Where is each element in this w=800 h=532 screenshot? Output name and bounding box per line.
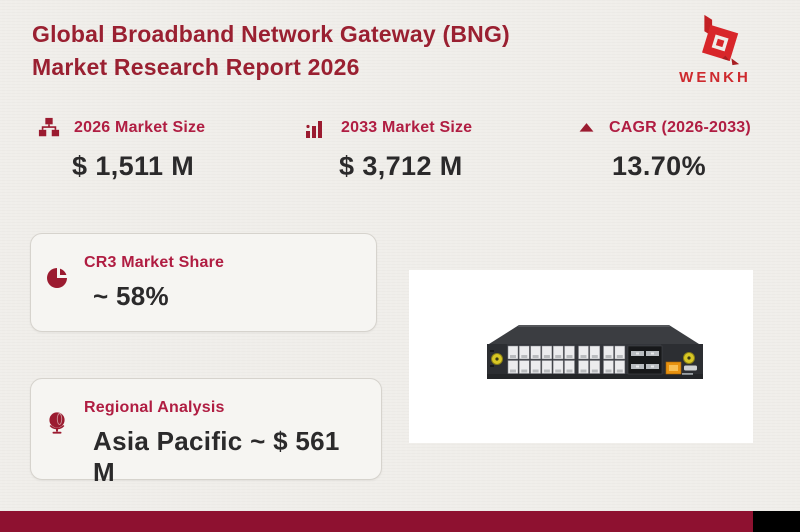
- stat-2026-market-size: 2026 Market Size $ 1,511 M: [38, 116, 205, 182]
- pie-chart-icon: [47, 268, 67, 288]
- brand-logo: WENKH: [660, 12, 770, 86]
- card-value: ~ 58%: [93, 281, 169, 311]
- page-title-line1: Global Broadband Network Gateway (BNG): [32, 21, 510, 47]
- card-label: Regional Analysis: [84, 399, 225, 416]
- footer-black-segment: [753, 511, 800, 532]
- card-value: Asia Pacific ~ $ 561 M: [93, 426, 340, 487]
- org-chart-icon: [38, 117, 60, 137]
- bar-chart-icon: [306, 121, 322, 138]
- regional-analysis-card: Regional Analysis Asia Pacific ~ $ 561 M: [30, 378, 382, 487]
- card-label: CR3 Market Share: [84, 254, 225, 271]
- brand-name: WENKH: [679, 69, 751, 86]
- footer-red-bar: [0, 511, 753, 532]
- page-title: Global Broadband Network Gateway (BNG) M…: [32, 18, 612, 84]
- stat-value: $ 3,712 M: [339, 151, 463, 181]
- bng-device-image: [487, 325, 703, 379]
- globe-icon: [49, 412, 65, 434]
- stat-cagr: CAGR (2026-2033) 13.70%: [578, 116, 751, 182]
- stat-label: 2026 Market Size: [74, 119, 206, 136]
- triangle-up-icon: [579, 122, 594, 132]
- stat-label: 2033 Market Size: [341, 119, 473, 136]
- stat-label: CAGR (2026-2033): [609, 119, 751, 136]
- stat-value: $ 1,511 M: [72, 151, 195, 181]
- stat-value: 13.70%: [612, 151, 706, 181]
- cr3-market-share-card: CR3 Market Share ~ 58%: [30, 233, 377, 332]
- brand-logo-icon: [702, 14, 740, 66]
- page-title-line2: Market Research Report 2026: [32, 54, 360, 80]
- product-image-panel: [409, 270, 753, 443]
- stat-2033-market-size: 2033 Market Size $ 3,712 M: [305, 116, 472, 182]
